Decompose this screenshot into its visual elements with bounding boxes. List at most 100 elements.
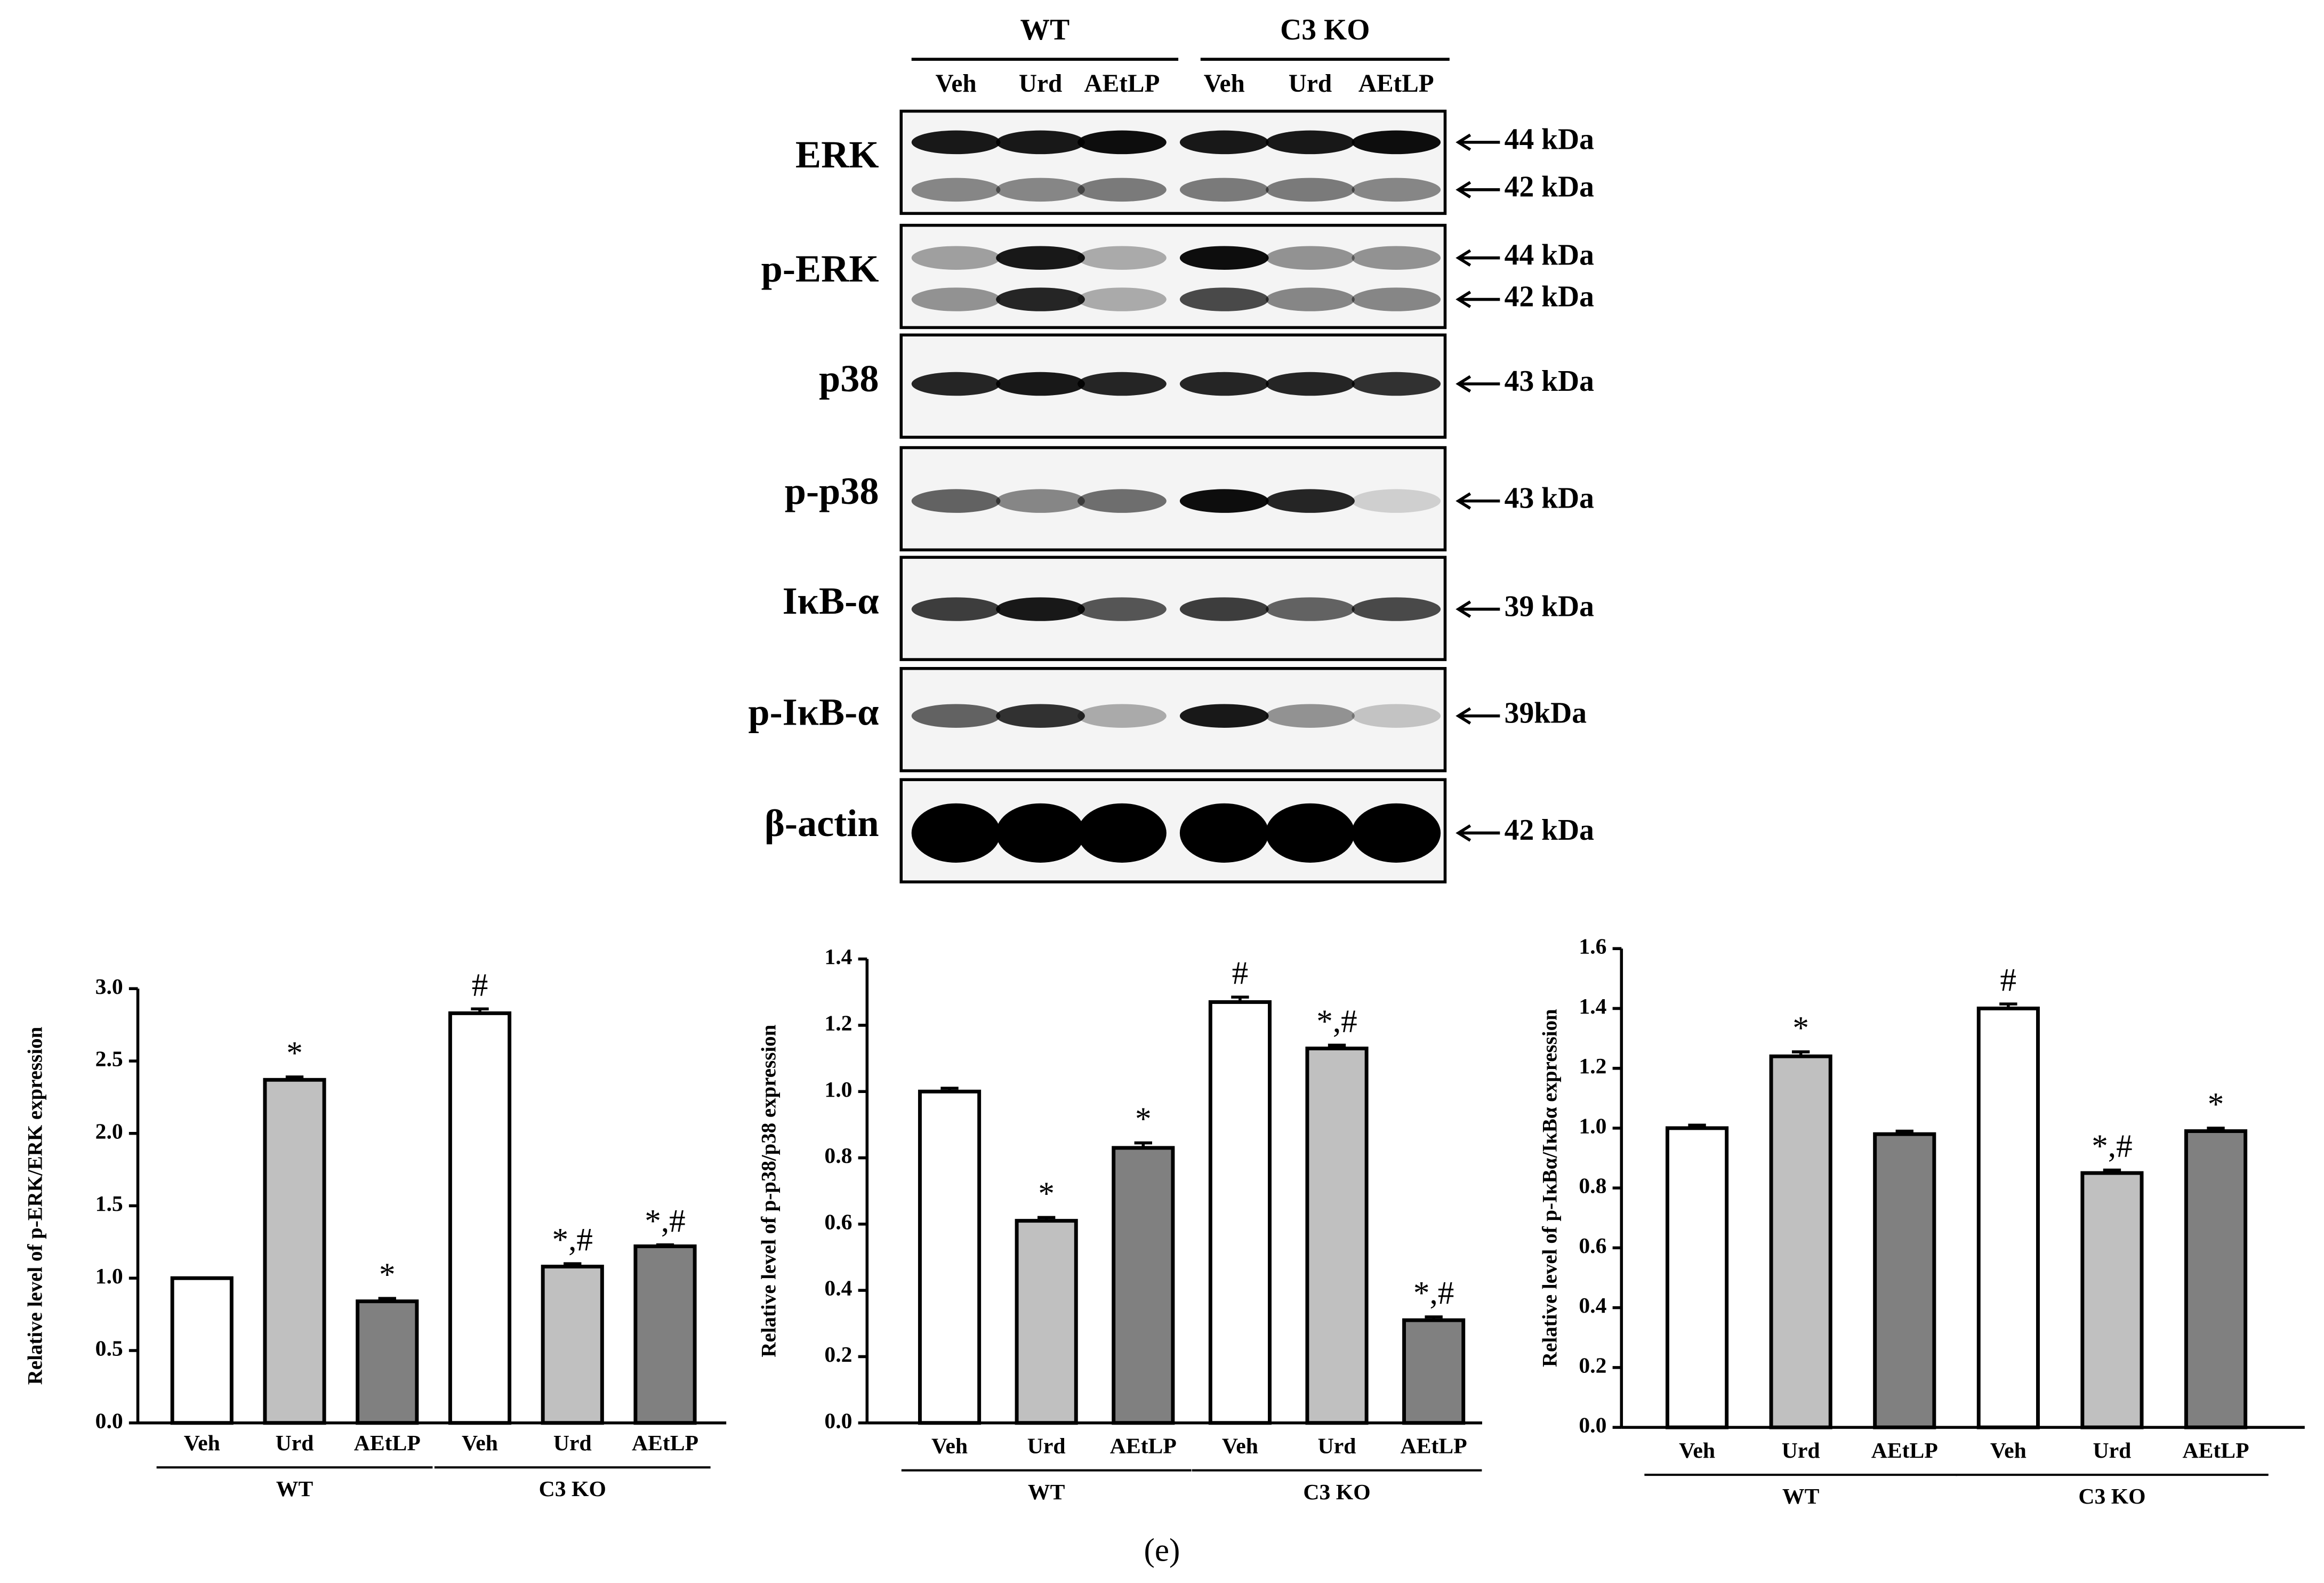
band: [1266, 372, 1355, 396]
band: [911, 178, 1001, 202]
band: [1179, 597, 1269, 621]
y-tick-label: 0.0: [824, 1409, 852, 1433]
x-tick-label: Veh: [1990, 1439, 2027, 1463]
protein-label: ERK: [795, 133, 879, 176]
error-bar: [656, 1243, 674, 1247]
y-tick-label: 0.6: [824, 1210, 852, 1234]
x-tick-label: Veh: [184, 1431, 220, 1456]
x-tick-label: Urd: [553, 1431, 592, 1456]
blot-panel: [899, 109, 1447, 215]
band: [1352, 246, 1441, 270]
y-tick-label: 0.0: [1579, 1413, 1606, 1438]
error-bar: [1231, 995, 1249, 1002]
marker-label: 44 kDa: [1505, 238, 1594, 271]
x-tick-label: Urd: [2093, 1439, 2132, 1463]
bar: [2080, 1171, 2144, 1429]
band: [911, 489, 1001, 513]
lane-label: Veh: [936, 70, 977, 98]
band: [996, 489, 1085, 513]
band: [911, 130, 1001, 155]
x-tick-label: AEtLP: [354, 1431, 421, 1456]
band: [1266, 287, 1355, 311]
x-tick-label: Urd: [276, 1431, 314, 1456]
x-tick-label: Veh: [462, 1431, 498, 1456]
error-bar: [1037, 1216, 1056, 1221]
bar: [541, 1265, 604, 1425]
annotation: #: [472, 967, 488, 1003]
y-axis-label: Relative level of p-IκBα/IκBα expression: [1539, 1009, 1562, 1367]
band: [1352, 372, 1441, 396]
band: [1179, 287, 1269, 311]
x-tick-label: AEtLP: [1110, 1434, 1177, 1459]
band: [996, 704, 1085, 728]
bar: [918, 1089, 982, 1425]
arrow: [1455, 600, 1500, 618]
y-axis-label: Relative level of p-p38/p38 expression: [758, 1024, 781, 1357]
error-bar: [1895, 1129, 1913, 1135]
band: [996, 287, 1085, 311]
band: [1266, 704, 1355, 728]
band: [911, 287, 1001, 311]
band: [1077, 372, 1167, 396]
arrow: [1455, 181, 1500, 199]
band: [1077, 489, 1167, 513]
bar: [1976, 1006, 2040, 1429]
y-tick-label: 0.0: [95, 1409, 123, 1433]
protein-label: p-ERK: [761, 247, 879, 290]
band: [1352, 178, 1441, 202]
x-tick-label: AEtLP: [632, 1431, 698, 1456]
protein-label: p-p38: [785, 470, 879, 512]
lane-label: Veh: [1204, 70, 1245, 98]
band: [1179, 489, 1269, 513]
band: [911, 704, 1001, 728]
marker-label: 42 kDa: [1505, 280, 1594, 313]
annotation: *: [1792, 1010, 1809, 1046]
arrow: [1455, 707, 1500, 725]
bar: [1665, 1126, 1729, 1429]
band: [1352, 287, 1441, 311]
band: [1077, 287, 1167, 311]
y-tick-label: 1.2: [824, 1011, 852, 1036]
band: [911, 246, 1001, 270]
lane-label: Urd: [1289, 70, 1332, 98]
annotation: *,#: [645, 1203, 685, 1239]
annotation: #: [1232, 955, 1249, 991]
band: [996, 372, 1085, 396]
bar: [1873, 1132, 1936, 1429]
band: [1352, 803, 1441, 863]
band: [1077, 130, 1167, 155]
band: [1077, 597, 1167, 621]
group-label: C3 KO: [539, 1477, 606, 1501]
annotation: *: [1135, 1102, 1152, 1137]
error-bar: [940, 1087, 959, 1092]
x-tick-label: AEtLP: [1401, 1434, 1467, 1459]
band: [1077, 178, 1167, 202]
band: [996, 246, 1085, 270]
y-tick-label: 0.4: [1579, 1293, 1606, 1318]
x-tick-label: AEtLP: [2183, 1439, 2249, 1463]
x-tick-label: Veh: [1222, 1434, 1258, 1459]
x-tick-label: Veh: [931, 1434, 968, 1459]
x-tick-label: AEtLP: [1871, 1439, 1938, 1463]
error-bar: [471, 1007, 489, 1014]
lane-label: Urd: [1019, 70, 1062, 98]
error-bar: [1425, 1315, 1443, 1321]
y-tick-label: 3.0: [95, 975, 123, 999]
y-tick-label: 2.5: [95, 1047, 123, 1072]
error-bar: [1688, 1123, 1706, 1128]
band: [1266, 803, 1355, 863]
marker-label: 42 kDa: [1505, 814, 1594, 847]
band: [1266, 597, 1355, 621]
error-bar: [2207, 1127, 2225, 1131]
bar: [1015, 1219, 1078, 1425]
protein-label: p-IκB-α: [748, 690, 879, 733]
marker-label: 42 kDa: [1505, 171, 1594, 204]
y-tick-label: 1.6: [1579, 935, 1606, 959]
group-label: WT: [1782, 1484, 1820, 1509]
band: [1352, 130, 1441, 155]
marker-label: 39 kDa: [1505, 590, 1594, 623]
marker-label: 39kDa: [1505, 696, 1587, 729]
band: [1352, 704, 1441, 728]
lane-label: AEtLP: [1084, 70, 1160, 98]
